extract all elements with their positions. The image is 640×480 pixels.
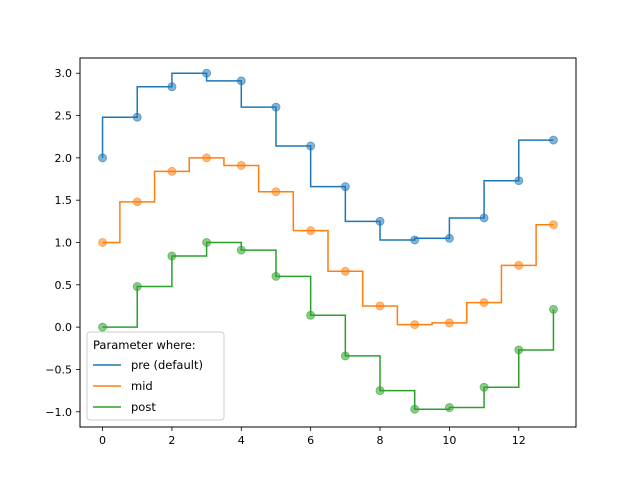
data-point-mid: [98, 238, 108, 247]
y-tick-label: 0.5: [55, 279, 73, 292]
data-point-mid: [410, 320, 420, 330]
data-point-post: [548, 304, 558, 314]
x-tick-label: 12: [512, 434, 526, 447]
data-point-pre: [271, 102, 281, 112]
data-point-pre: [410, 235, 420, 245]
legend-label-post: post: [131, 400, 156, 414]
data-point-pre: [98, 153, 108, 163]
data-point-mid: [271, 187, 281, 197]
legend: Parameter where: pre (default) mid post: [86, 331, 225, 421]
y-tick-label: 2.0: [55, 152, 73, 165]
data-point-pre: [444, 233, 454, 243]
data-point-post: [340, 351, 350, 361]
legend-label-mid: mid: [131, 379, 153, 393]
series-line-pre: [101, 72, 554, 241]
data-point-post: [202, 238, 212, 247]
data-point-post: [375, 386, 385, 396]
data-point-post: [479, 382, 489, 392]
data-point-pre: [479, 213, 489, 223]
legend-box: [86, 331, 225, 421]
y-tick-label: 2.5: [55, 110, 73, 123]
x-tick-label: 4: [238, 434, 245, 447]
data-point-mid: [548, 220, 558, 230]
data-point-post: [514, 345, 524, 355]
data-point-post: [271, 271, 281, 281]
x-tick-label: 0: [99, 434, 106, 447]
data-point-pre: [340, 182, 350, 192]
x-tick-label: 10: [442, 434, 456, 447]
data-point-pre: [236, 76, 246, 86]
data-point-mid: [444, 318, 454, 328]
y-tick-label: −1.0: [45, 406, 72, 419]
data-point-post: [306, 310, 316, 320]
x-tick-label: 2: [168, 434, 175, 447]
y-tick-label: 3.0: [55, 67, 73, 80]
y-tick-label: 1.5: [55, 194, 73, 207]
legend-label-pre: pre (default): [131, 358, 203, 372]
data-point-mid: [340, 266, 350, 276]
data-point-pre: [167, 82, 177, 92]
y-tick-label: 1.0: [55, 237, 73, 250]
data-point-pre: [375, 216, 385, 226]
data-point-mid: [306, 226, 316, 236]
x-tick-label: 6: [307, 434, 314, 447]
data-point-post: [236, 245, 246, 255]
data-point-mid: [202, 153, 212, 163]
data-point-mid: [236, 160, 246, 170]
data-point-post: [167, 251, 177, 261]
data-point-post: [132, 282, 142, 292]
data-point-mid: [514, 260, 524, 270]
y-tick-label: 0.0: [55, 321, 73, 334]
data-point-mid: [167, 166, 177, 176]
data-point-pre: [132, 112, 142, 122]
x-tick-label: 8: [377, 434, 384, 447]
series-layer: [98, 68, 558, 414]
x-axis: 0 2 4 6 8 10 12: [99, 427, 526, 447]
data-point-post: [98, 322, 108, 332]
data-point-post: [410, 404, 420, 414]
data-point-pre: [514, 176, 524, 186]
y-axis: −1.0 −0.5 0.0 0.5 1.0 1.5 2.0 2.5 3.0: [45, 67, 80, 419]
data-point-mid: [132, 197, 142, 207]
legend-title: Parameter where:: [93, 338, 196, 352]
data-point-pre: [548, 135, 558, 145]
series-line-post: [102, 241, 555, 410]
data-point-pre: [306, 141, 316, 151]
y-tick-label: −0.5: [45, 363, 72, 376]
data-point-mid: [375, 301, 385, 311]
data-point-mid: [479, 298, 489, 308]
data-point-post: [444, 403, 454, 413]
data-point-pre: [202, 68, 212, 78]
